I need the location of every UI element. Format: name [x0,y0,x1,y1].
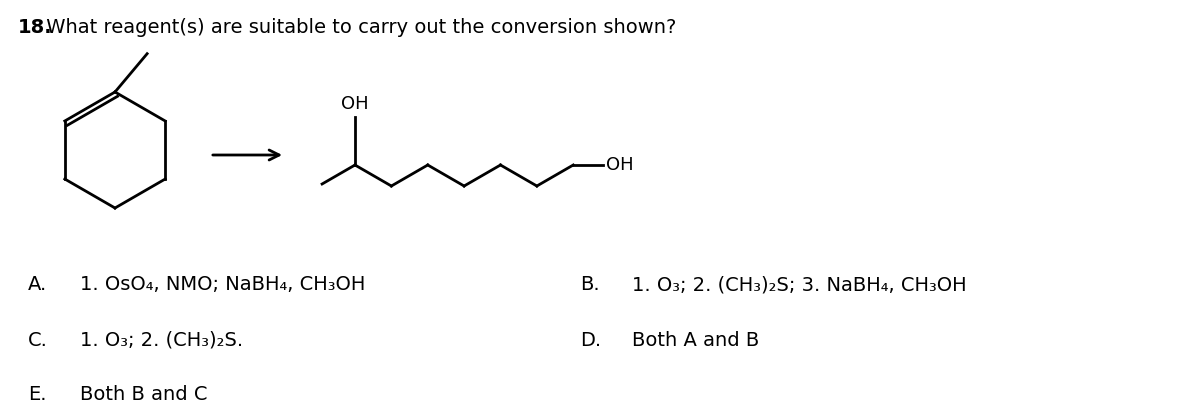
Text: A.: A. [28,276,47,294]
Text: 1. O₃; 2. (CH₃)₂S.: 1. O₃; 2. (CH₃)₂S. [80,331,244,349]
Text: 1. O₃; 2. (CH₃)₂S; 3. NaBH₄, CH₃OH: 1. O₃; 2. (CH₃)₂S; 3. NaBH₄, CH₃OH [632,276,967,294]
Text: Both A and B: Both A and B [632,331,760,349]
Text: OH: OH [606,156,634,174]
Text: C.: C. [28,331,48,349]
Text: OH: OH [341,95,368,113]
Text: E.: E. [28,386,47,404]
Text: D.: D. [580,331,601,349]
Text: What reagent(s) are suitable to carry out the conversion shown?: What reagent(s) are suitable to carry ou… [40,18,677,37]
Text: B.: B. [580,276,600,294]
Text: 1. OsO₄, NMO; NaBH₄, CH₃OH: 1. OsO₄, NMO; NaBH₄, CH₃OH [80,276,365,294]
Text: Both B and C: Both B and C [80,386,208,404]
Text: 18.: 18. [18,18,53,37]
